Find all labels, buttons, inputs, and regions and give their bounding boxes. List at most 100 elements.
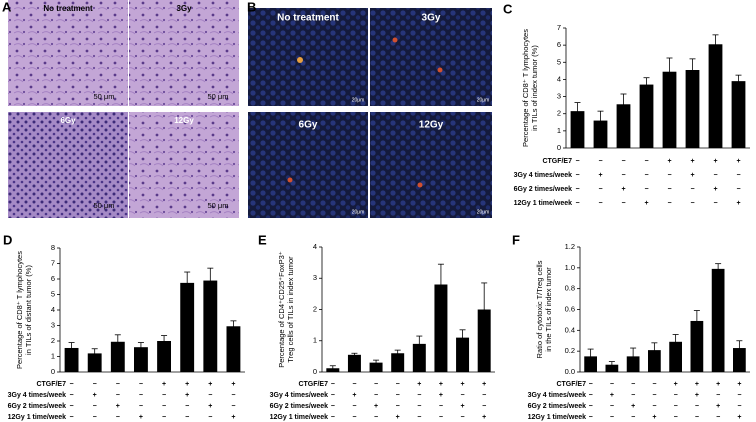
image: [248, 112, 368, 218]
bar: [477, 309, 491, 372]
treatment-sign: −: [374, 414, 378, 421]
y-tick-label: 0.4: [565, 325, 575, 334]
image-label: 12Gy: [174, 116, 194, 125]
treatment-sign: +: [208, 403, 212, 410]
treatment-sign: +: [716, 381, 720, 388]
bar: [648, 350, 661, 372]
treatment-label: 6Gy 2 times/week: [8, 403, 66, 410]
treatment-sign: −: [70, 414, 74, 421]
treatment-sign: +: [695, 392, 699, 399]
treatment-sign: −: [231, 392, 235, 399]
scale-label: 20μm: [352, 97, 365, 103]
treatment-label: CTGF/E7: [298, 381, 328, 388]
panel-b-images: [248, 8, 492, 218]
treatment-sign: −: [331, 403, 335, 410]
panel-a-images: [8, 0, 239, 218]
bar: [669, 341, 682, 372]
y-tick-label: 6: [51, 274, 55, 283]
treatment-sign: −: [352, 403, 356, 410]
treatment-sign: +: [644, 200, 648, 207]
treatment-sign: −: [690, 186, 694, 193]
treatment-sign: −: [439, 403, 443, 410]
treatment-sign: −: [674, 403, 678, 410]
treatment-sign: −: [461, 392, 465, 399]
treatment-sign: −: [713, 200, 717, 207]
treatment-sign: +: [610, 392, 614, 399]
treatment-sign: −: [231, 403, 235, 410]
image: [8, 0, 128, 106]
treatment-sign: −: [482, 403, 486, 410]
treatment-sign: −: [185, 414, 189, 421]
treatment-sign: −: [116, 414, 120, 421]
treatment-sign: −: [589, 403, 593, 410]
treatment-sign: −: [674, 392, 678, 399]
treatment-sign: −: [70, 403, 74, 410]
treatment-sign: −: [598, 158, 602, 165]
y-tick-label: 1: [557, 126, 561, 135]
y-axis-label: in the TILs of index tumor: [544, 267, 553, 352]
y-tick-label: 4: [557, 74, 561, 83]
treatment-sign: +: [621, 186, 625, 193]
bar: [180, 282, 195, 372]
signal: [437, 67, 443, 73]
treatment-sign: −: [352, 414, 356, 421]
y-tick-label: 1: [51, 351, 55, 360]
treatment-sign: +: [185, 381, 189, 388]
y-tick-label: 6: [557, 40, 561, 49]
bar: [662, 71, 677, 148]
treatment-sign: −: [185, 403, 189, 410]
scale-label: 50 μm: [208, 201, 229, 210]
y-tick-label: 4: [313, 242, 317, 251]
treatment-sign: −: [162, 403, 166, 410]
treatment-sign: −: [139, 403, 143, 410]
image: [370, 112, 492, 218]
treatment-label: 12Gy 1 time/week: [528, 414, 586, 421]
treatment-sign: −: [93, 403, 97, 410]
y-tick-label: 1: [313, 336, 317, 345]
treatment-sign: −: [396, 403, 400, 410]
treatment-sign: −: [116, 381, 120, 388]
image-label: 12Gy: [419, 120, 444, 131]
treatment-sign: −: [644, 158, 648, 165]
treatment-sign: −: [439, 414, 443, 421]
y-tick-label: 0.0: [565, 367, 575, 376]
image-label: No treatment: [43, 4, 93, 13]
treatment-label: CTGF/E7: [542, 158, 572, 165]
bar: [584, 356, 597, 372]
bar: [708, 44, 723, 148]
treatment-label: 3Gy 4 times/week: [270, 392, 328, 399]
treatment-sign: −: [139, 381, 143, 388]
treatment-sign: −: [667, 172, 671, 179]
treatment-sign: +: [374, 403, 378, 410]
treatment-sign: −: [716, 392, 720, 399]
treatment-sign: +: [690, 172, 694, 179]
y-tick-label: 7: [557, 23, 561, 32]
y-tick-label: 2: [313, 304, 317, 313]
treatment-sign: +: [162, 381, 166, 388]
treatment-sign: +: [737, 414, 741, 421]
treatment-sign: −: [208, 414, 212, 421]
bar: [456, 337, 470, 372]
y-tick-label: 2: [51, 336, 55, 345]
treatment-sign: −: [70, 392, 74, 399]
treatment-sign: +: [352, 392, 356, 399]
treatment-sign: −: [690, 200, 694, 207]
scale-label: 20μm: [352, 209, 365, 215]
panel-letter: C: [503, 1, 513, 16]
treatment-sign: −: [396, 392, 400, 399]
bar: [369, 362, 383, 372]
treatment-sign: −: [93, 381, 97, 388]
treatment-sign: +: [185, 392, 189, 399]
treatment-sign: −: [162, 414, 166, 421]
treatment-sign: −: [208, 392, 212, 399]
image: [129, 0, 239, 106]
treatment-sign: +: [695, 381, 699, 388]
y-axis-label: Ratio of cytotoxic T/Treg cells: [535, 260, 544, 358]
treatment-sign: −: [674, 414, 678, 421]
treatment-sign: +: [631, 403, 635, 410]
image: [8, 112, 128, 218]
treatment-sign: −: [589, 392, 593, 399]
treatment-sign: −: [139, 392, 143, 399]
treatment-sign: +: [439, 392, 443, 399]
treatment-label: 12Gy 1 time/week: [8, 414, 66, 421]
